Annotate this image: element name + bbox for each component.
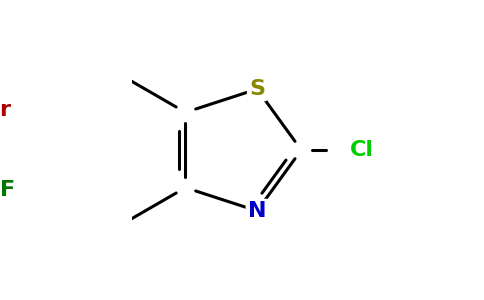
Text: N: N [248, 201, 266, 221]
Text: F: F [0, 180, 15, 200]
Text: S: S [249, 79, 265, 99]
Text: Cl: Cl [350, 140, 374, 160]
Text: Br: Br [0, 100, 11, 120]
